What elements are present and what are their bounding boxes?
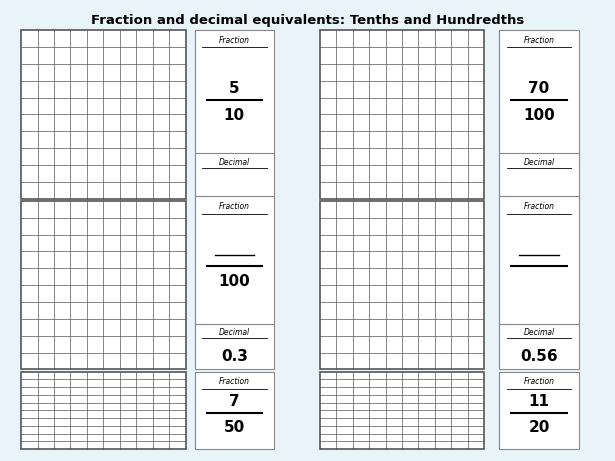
- Bar: [320, 30, 484, 199]
- Text: 5: 5: [229, 81, 240, 96]
- Bar: [21, 201, 186, 369]
- Text: 70: 70: [528, 81, 550, 96]
- Bar: [195, 324, 274, 369]
- Text: 7: 7: [229, 394, 240, 409]
- Text: 20: 20: [528, 420, 550, 436]
- Bar: [195, 372, 274, 449]
- Text: 100: 100: [218, 274, 250, 289]
- Bar: [499, 196, 579, 326]
- Bar: [499, 372, 579, 449]
- Bar: [21, 30, 186, 199]
- Text: Decimal: Decimal: [523, 328, 555, 337]
- Bar: [21, 372, 186, 449]
- Bar: [195, 30, 274, 160]
- Text: Fraction: Fraction: [219, 377, 250, 386]
- Text: 100: 100: [523, 108, 555, 123]
- Text: 50: 50: [224, 420, 245, 436]
- Text: Decimal: Decimal: [523, 158, 555, 166]
- Bar: [195, 153, 274, 199]
- Text: Fraction: Fraction: [219, 35, 250, 45]
- Text: Decimal: Decimal: [219, 158, 250, 166]
- Text: Fraction: Fraction: [219, 202, 250, 211]
- Text: Fraction and decimal equivalents: Tenths and Hundredths: Fraction and decimal equivalents: Tenths…: [91, 14, 524, 27]
- Text: 10: 10: [224, 108, 245, 123]
- Bar: [499, 153, 579, 199]
- Text: 0.56: 0.56: [520, 349, 558, 364]
- Bar: [320, 372, 484, 449]
- Text: Fraction: Fraction: [523, 35, 555, 45]
- Text: Fraction: Fraction: [523, 377, 555, 386]
- Text: Decimal: Decimal: [219, 328, 250, 337]
- Text: 0.3: 0.3: [221, 349, 248, 364]
- Bar: [499, 30, 579, 160]
- Text: Fraction: Fraction: [523, 202, 555, 211]
- Bar: [499, 324, 579, 369]
- Bar: [320, 201, 484, 369]
- Bar: [195, 196, 274, 326]
- Text: 11: 11: [528, 394, 550, 409]
